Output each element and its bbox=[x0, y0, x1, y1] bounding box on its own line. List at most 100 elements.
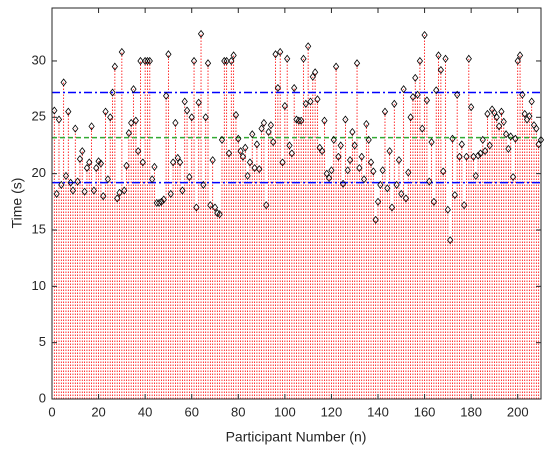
marker bbox=[74, 177, 81, 186]
marker bbox=[249, 130, 256, 139]
marker bbox=[423, 96, 431, 105]
marker bbox=[414, 90, 421, 99]
marker bbox=[107, 113, 114, 122]
marker bbox=[407, 113, 414, 122]
marker bbox=[468, 103, 475, 112]
marker bbox=[307, 97, 314, 106]
marker bbox=[55, 115, 63, 124]
marker bbox=[69, 186, 77, 195]
marker bbox=[195, 98, 202, 107]
marker bbox=[384, 184, 391, 193]
marker bbox=[93, 163, 100, 173]
marker bbox=[339, 179, 347, 188]
marker bbox=[507, 132, 514, 141]
x-tick-label: 140 bbox=[367, 404, 389, 419]
marker bbox=[135, 147, 142, 156]
y-tick-label: 0 bbox=[39, 390, 46, 405]
marker bbox=[116, 188, 123, 197]
marker bbox=[360, 175, 368, 184]
marker bbox=[370, 167, 377, 176]
marker bbox=[330, 135, 337, 144]
marker bbox=[260, 118, 268, 127]
marker bbox=[230, 51, 237, 60]
marker bbox=[346, 156, 354, 165]
x-tick-label: 120 bbox=[321, 404, 343, 419]
marker bbox=[76, 154, 84, 164]
marker bbox=[181, 97, 188, 106]
marker bbox=[421, 31, 428, 40]
marker bbox=[83, 163, 91, 173]
marker bbox=[435, 51, 442, 60]
marker bbox=[274, 83, 281, 93]
marker bbox=[244, 171, 251, 180]
marker bbox=[493, 113, 500, 122]
marker bbox=[197, 29, 205, 38]
marker bbox=[405, 168, 412, 177]
marker bbox=[447, 236, 454, 245]
marker bbox=[300, 54, 307, 63]
marker bbox=[342, 115, 349, 124]
marker bbox=[237, 147, 244, 156]
marker bbox=[358, 152, 365, 161]
marker bbox=[477, 149, 484, 158]
marker bbox=[62, 171, 70, 180]
marker bbox=[461, 201, 468, 210]
marker bbox=[128, 118, 135, 127]
marker bbox=[321, 116, 328, 125]
marker bbox=[400, 85, 407, 94]
marker bbox=[169, 158, 177, 167]
marker bbox=[491, 108, 498, 117]
marker bbox=[174, 153, 181, 162]
marker bbox=[270, 138, 277, 147]
marker bbox=[288, 149, 295, 158]
marker bbox=[367, 158, 375, 167]
marker bbox=[472, 171, 479, 180]
marker bbox=[109, 88, 116, 97]
marker bbox=[409, 92, 417, 102]
marker bbox=[242, 143, 249, 152]
marker bbox=[209, 156, 216, 165]
marker bbox=[211, 203, 219, 212]
marker bbox=[251, 163, 258, 173]
marker bbox=[193, 203, 200, 212]
marker bbox=[183, 106, 191, 115]
marker bbox=[419, 124, 426, 133]
x-tick-label: 0 bbox=[48, 404, 55, 419]
marker bbox=[302, 99, 309, 108]
plot-frame bbox=[51, 7, 542, 400]
y-tick-label: 25 bbox=[32, 109, 46, 124]
x-tick-label: 20 bbox=[91, 404, 105, 419]
marker bbox=[295, 116, 302, 125]
marker bbox=[67, 178, 74, 187]
marker bbox=[528, 97, 535, 106]
marker bbox=[130, 85, 137, 94]
marker bbox=[235, 134, 242, 143]
marker bbox=[312, 68, 319, 77]
marker bbox=[156, 198, 163, 207]
marker bbox=[53, 189, 60, 198]
marker bbox=[500, 117, 507, 126]
marker bbox=[253, 140, 261, 149]
marker bbox=[298, 116, 305, 125]
marker bbox=[430, 197, 437, 206]
marker bbox=[72, 124, 79, 133]
marker bbox=[218, 135, 226, 144]
marker bbox=[160, 195, 167, 204]
marker bbox=[437, 65, 444, 75]
x-tick-label: 200 bbox=[507, 404, 529, 419]
marker bbox=[114, 194, 121, 203]
marker bbox=[456, 152, 463, 161]
marker bbox=[223, 56, 230, 65]
marker bbox=[272, 50, 279, 59]
y-tick-label: 20 bbox=[32, 165, 46, 180]
marker bbox=[309, 72, 316, 81]
marker bbox=[149, 175, 156, 184]
marker bbox=[416, 56, 424, 65]
marker bbox=[216, 210, 223, 219]
y-tick-label: 15 bbox=[32, 221, 46, 236]
marker bbox=[393, 180, 400, 189]
marker bbox=[176, 158, 184, 167]
marker bbox=[86, 158, 93, 167]
marker bbox=[100, 192, 107, 201]
marker bbox=[363, 120, 370, 129]
